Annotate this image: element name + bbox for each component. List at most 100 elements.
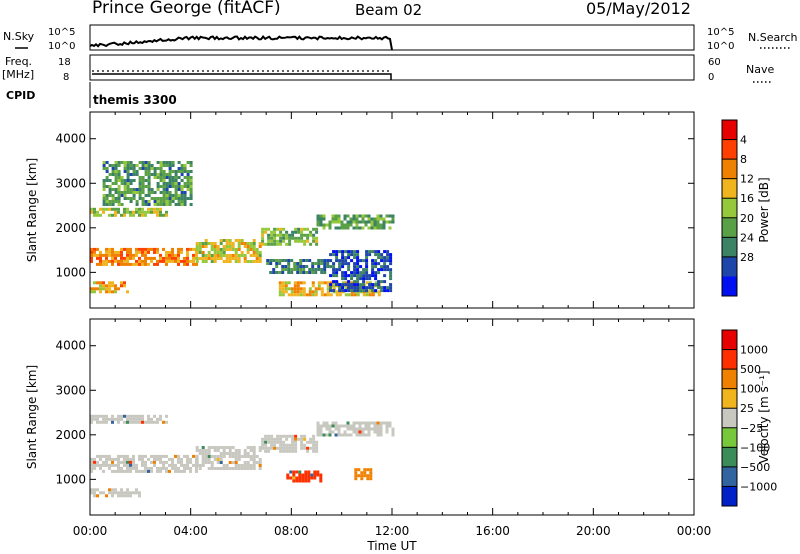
data-region-0 <box>90 454 198 473</box>
colorbar-tick-label: 20 <box>740 212 754 225</box>
colorbar-tick-label: 500 <box>740 363 761 376</box>
data-region-3 <box>316 214 395 230</box>
nsky-panel: N.Sky 10^5 10^0 10^5 10^0 N.Search <box>3 24 798 52</box>
power-data <box>90 161 395 297</box>
power-axes: 1000 2000 3000 4000 <box>55 112 695 308</box>
colorbar-segment <box>722 217 737 238</box>
power-ylabel: Slant Range [km] <box>25 158 39 262</box>
colorbar-frame <box>721 119 738 297</box>
x-tick-label: 00:00 <box>677 524 712 538</box>
colorbar-segment <box>722 276 737 297</box>
freq-label-2: [MHz] <box>2 68 34 81</box>
colorbar-tick-label: 100 <box>740 383 761 396</box>
data-region-7 <box>266 259 330 274</box>
x-tick-label: 00:00 <box>73 524 108 538</box>
velocity-axes: 1000 2000 3000 4000 <box>55 319 695 515</box>
colorbar-tick-label: −100 <box>740 441 770 454</box>
data-region-5 <box>90 281 129 294</box>
colorbar-segment <box>722 120 737 141</box>
y-tick-label: 1000 <box>55 265 86 279</box>
colorbar-segment <box>722 447 737 468</box>
colorbar-frame <box>721 329 738 507</box>
time-axis: 00:00 04:00 08:00 12:00 16:00 20:00 00:00 <box>73 524 712 538</box>
cpid-value: themis 3300 <box>93 93 177 107</box>
colorbar-segment <box>722 466 737 487</box>
data-region-7 <box>90 488 141 498</box>
colorbar-segment <box>722 237 737 258</box>
y-tick-label: 2000 <box>55 428 86 442</box>
data-region-1 <box>195 239 262 263</box>
colorbar-tick-label: 8 <box>740 153 747 166</box>
cpid-label: CPID <box>6 89 35 102</box>
nsky-label: N.Sky <box>3 30 35 43</box>
colorbar-segment <box>722 330 737 351</box>
freq-tick-high: 18 <box>58 57 71 68</box>
data-region-9 <box>102 161 193 206</box>
colorbar-segment <box>722 486 737 507</box>
y-tick-label: 3000 <box>55 383 86 397</box>
data-region-3 <box>316 421 395 437</box>
y-tick-label: 4000 <box>55 132 86 146</box>
velocity-panel: 1000 2000 3000 4000 Slant Range [km] <box>25 318 695 516</box>
data-region-8 <box>329 250 393 293</box>
data-region-6 <box>354 468 373 481</box>
colorbar-tick-label: 28 <box>740 251 754 264</box>
nave-label: Nave <box>746 63 774 76</box>
power-colorbar-label: Power [dB] <box>757 177 771 242</box>
y-tick-label: 1000 <box>55 472 86 486</box>
data-region-1 <box>195 446 262 470</box>
colorbar-tick-label: −500 <box>740 461 770 474</box>
colorbar-segment <box>722 159 737 180</box>
colorbar-segment <box>722 427 737 448</box>
colorbar-segment <box>722 408 737 429</box>
colorbar-tick-label: 24 <box>740 231 754 244</box>
nsearch-tick-high: 10^5 <box>707 27 734 38</box>
colorbar-tick-label: 25 <box>740 402 754 415</box>
colorbar-tick-label: 4 <box>740 134 747 147</box>
nsearch-label: N.Search <box>748 31 798 44</box>
y-tick-label: 2000 <box>55 221 86 235</box>
colorbar-tick-label: −1000 <box>740 480 777 493</box>
data-region-0 <box>90 247 198 266</box>
x-tick-label: 16:00 <box>475 524 510 538</box>
nsearch-tick-low: 10^0 <box>707 41 734 52</box>
freq-trace <box>92 73 392 80</box>
power-panel: 1000 2000 3000 4000 Slant Range [km] <box>25 111 695 309</box>
freq-panel: Freq. [MHz] 18 8 60 0 Nave <box>2 54 774 83</box>
colorbar-tick-label: 16 <box>740 192 754 205</box>
x-tick-label: 20:00 <box>576 524 611 538</box>
nsky-tick-high: 10^5 <box>48 27 75 38</box>
colorbar-segment <box>722 198 737 219</box>
colorbar-segment <box>722 369 737 390</box>
colorbar-tick-label: −25 <box>740 422 763 435</box>
freq-label-1: Freq. <box>5 55 32 68</box>
nave-tick-high: 60 <box>708 57 721 68</box>
data-region-4 <box>90 207 168 217</box>
data-region-2 <box>261 434 319 453</box>
data-region-4 <box>90 414 168 424</box>
date-title: 05/May/2012 <box>586 0 691 18</box>
colorbar-tick-label: 12 <box>740 173 754 186</box>
nsky-tick-low: 10^0 <box>48 41 75 52</box>
colorbar-segment <box>722 178 737 199</box>
colorbar-segment <box>722 349 737 370</box>
time-axis-label: Time UT <box>366 539 417 553</box>
nsky-trace <box>89 35 393 51</box>
data-region-5 <box>286 470 323 483</box>
velocity-colorbar-label: Velocity [m s⁻¹] <box>757 370 771 463</box>
beam-title: Beam 02 <box>355 1 422 19</box>
velocity-colorbar: 1000 500 100 25 −25 −100 −500 −1000 <box>721 329 777 507</box>
x-tick-label: 04:00 <box>173 524 208 538</box>
nave-tick-low: 0 <box>708 72 714 83</box>
freq-tick-low: 8 <box>63 72 69 83</box>
velocity-data <box>90 414 395 498</box>
data-region-2 <box>261 227 319 246</box>
station-title: Prince George (fitACF) <box>92 0 281 18</box>
colorbar-segment <box>722 256 737 277</box>
x-tick-label: 12:00 <box>375 524 410 538</box>
cpid-panel: CPID themis 3300 <box>6 82 177 108</box>
colorbar-segment <box>722 388 737 409</box>
y-tick-label: 3000 <box>55 176 86 190</box>
power-colorbar: 4 8 12 16 20 24 28 <box>721 119 754 297</box>
